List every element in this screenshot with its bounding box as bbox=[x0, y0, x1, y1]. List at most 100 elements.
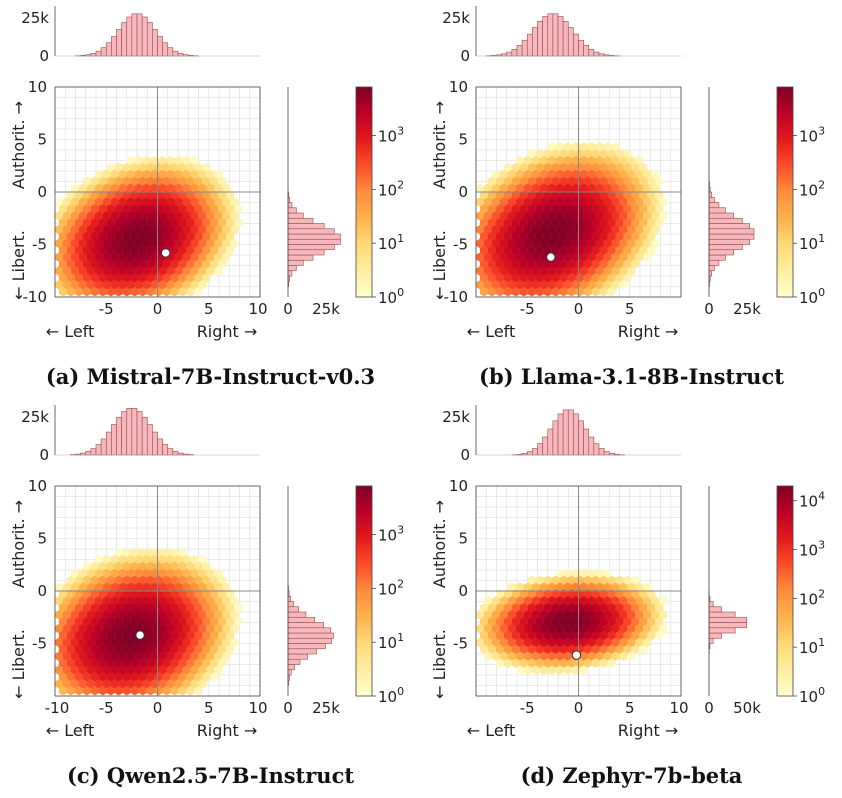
hexbin-cell bbox=[202, 259, 211, 269]
hexbin-cell bbox=[78, 610, 87, 620]
top-histogram-bar bbox=[593, 51, 600, 57]
colorbar-tick-exponent: 3 bbox=[397, 524, 404, 537]
hexbin-cell bbox=[162, 589, 171, 599]
hexbin-cell bbox=[174, 224, 183, 235]
hexbin-cell bbox=[535, 231, 544, 242]
hexbin-cell bbox=[90, 589, 99, 599]
colorbar-tick-label: 100 bbox=[378, 286, 404, 307]
hexbin-cell bbox=[182, 554, 191, 565]
hexbin-cell bbox=[90, 658, 99, 668]
hexbin-cell bbox=[178, 218, 187, 228]
hexbin-cell bbox=[226, 603, 235, 613]
hexbin-cell bbox=[70, 596, 79, 606]
hexbin-cell bbox=[495, 287, 504, 297]
right-histogram-bar bbox=[708, 233, 755, 240]
hexbin-cell bbox=[635, 252, 644, 262]
hexbin-cell bbox=[619, 211, 628, 221]
hexbin-cell bbox=[659, 211, 668, 221]
hexbin-cell bbox=[603, 637, 612, 648]
hexbin-cell bbox=[535, 589, 544, 599]
hexbin-cell bbox=[495, 603, 504, 613]
hexbin-cell bbox=[110, 665, 119, 675]
hexbin-cell bbox=[595, 252, 604, 262]
hexbin-cell bbox=[198, 596, 207, 606]
hexbin-cell bbox=[130, 190, 139, 200]
hexbin-cell bbox=[551, 273, 560, 283]
hexbin-cell bbox=[599, 287, 608, 297]
top-histogram-bar bbox=[516, 45, 523, 57]
hexbin-cell bbox=[523, 169, 532, 180]
hexbin-cell bbox=[66, 644, 75, 654]
hexbin-cell bbox=[575, 617, 584, 627]
hexbin-cell bbox=[66, 672, 75, 682]
hexbin-cell bbox=[511, 589, 520, 599]
hexbin-cell bbox=[487, 190, 496, 200]
hexbin-cell bbox=[166, 568, 175, 579]
hexbin-cell bbox=[186, 575, 195, 585]
hexbin-cell bbox=[122, 162, 131, 173]
hexbin-cell bbox=[559, 575, 568, 585]
hexbin-cell bbox=[222, 252, 231, 262]
hexbin-cell bbox=[491, 623, 500, 634]
hexbin-cell bbox=[527, 231, 536, 242]
top-histogram-bar bbox=[547, 428, 554, 456]
hexbin-cell bbox=[587, 252, 596, 262]
hexbin-cell bbox=[170, 190, 179, 200]
hexbin-cell bbox=[651, 610, 660, 620]
hexbin-cell bbox=[547, 651, 556, 661]
hexbin-cell bbox=[487, 603, 496, 613]
colorbar-tick-exponent: 4 bbox=[818, 490, 825, 503]
hexbin-cell bbox=[571, 238, 580, 249]
hexbin-cell bbox=[559, 658, 568, 668]
hexbin-cell bbox=[134, 211, 143, 221]
hexbin-cell bbox=[603, 252, 612, 262]
hexbin-cell bbox=[599, 259, 608, 269]
hexbin-cell bbox=[194, 287, 203, 297]
hexbin-cell bbox=[150, 197, 159, 207]
hexbin-cell bbox=[90, 617, 99, 627]
hexbin-cell bbox=[142, 169, 151, 180]
hexbin-cell bbox=[214, 637, 223, 648]
hexbin-cell bbox=[206, 582, 215, 592]
hexbin-cell bbox=[174, 651, 183, 661]
hexbin-cell bbox=[174, 238, 183, 249]
hexbin-cell bbox=[551, 176, 560, 186]
y-tick-label: 5 bbox=[37, 530, 47, 548]
hexbin-cell bbox=[118, 252, 127, 262]
hexbin-cell bbox=[519, 245, 528, 255]
hexbin-cell bbox=[571, 665, 580, 675]
hexbin-cell bbox=[162, 190, 171, 200]
hexbin-cell bbox=[150, 554, 159, 565]
hexbin-cell bbox=[98, 644, 107, 654]
y-axis-label-top: Authorit. → bbox=[9, 500, 28, 588]
hexbin-cell bbox=[651, 238, 660, 249]
hexbin-cell bbox=[182, 155, 191, 166]
hexbin-cell bbox=[106, 603, 115, 613]
hexbin-cell bbox=[551, 287, 560, 297]
hexbin-cell bbox=[170, 603, 179, 613]
hexbin-cell bbox=[110, 211, 119, 221]
hexbin-cell bbox=[571, 211, 580, 221]
hexbin-cell bbox=[599, 589, 608, 599]
hexbin-cell bbox=[535, 204, 544, 214]
hexbin-cell bbox=[643, 197, 652, 207]
hexbin-cell bbox=[198, 554, 207, 565]
hexbin-cell bbox=[539, 596, 548, 606]
hexbin-cell bbox=[70, 197, 79, 207]
hexbin-cell bbox=[94, 610, 103, 620]
hexbin-cell bbox=[591, 190, 600, 200]
hexbin-cell bbox=[166, 155, 175, 166]
hexbin-cell bbox=[631, 259, 640, 269]
hexbin-cell bbox=[98, 658, 107, 668]
hexbin-cell bbox=[230, 596, 239, 606]
hexbin-cell bbox=[491, 169, 500, 180]
hexbin-cell bbox=[527, 162, 536, 173]
hexbin-cell bbox=[134, 252, 143, 262]
top-histogram-bar bbox=[126, 16, 133, 57]
hexbin-cell bbox=[639, 176, 648, 186]
hexbin-cell bbox=[150, 224, 159, 235]
hexbin-cell bbox=[607, 658, 616, 668]
hexbin-cell bbox=[503, 630, 512, 641]
hexbin-cell bbox=[559, 617, 568, 627]
hexbin-cell bbox=[82, 603, 91, 613]
